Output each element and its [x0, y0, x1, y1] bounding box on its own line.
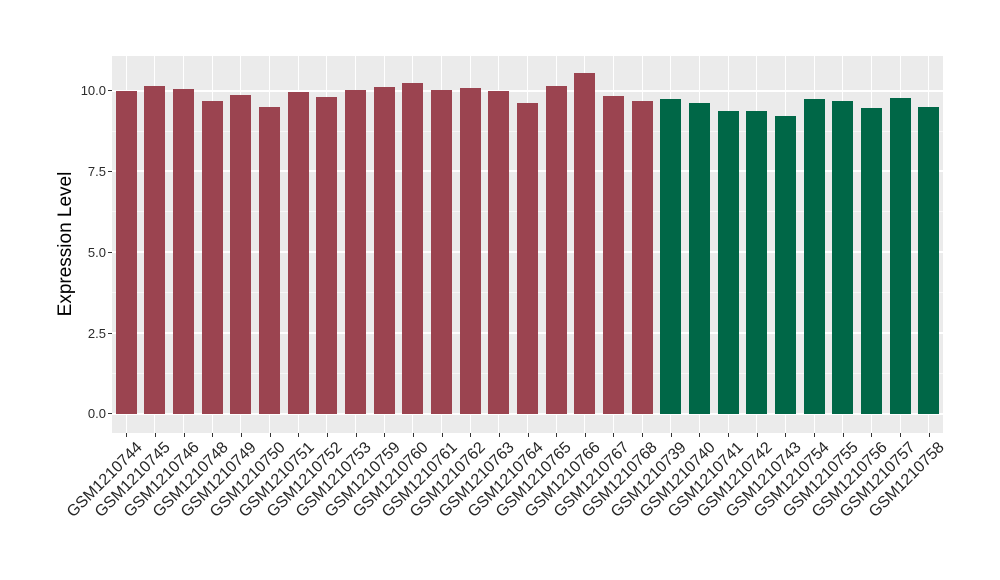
x-tick-mark [412, 433, 414, 437]
bar-GSM1210754 [803, 98, 825, 414]
plot-panel [112, 56, 943, 433]
bar-GSM1210744 [115, 91, 137, 414]
bar-GSM1210753 [345, 89, 367, 414]
y-tick-label: 2.5 [87, 325, 106, 341]
bar-GSM1210763 [488, 91, 510, 414]
x-tick-mark [699, 433, 701, 437]
x-tick-mark [441, 433, 443, 437]
x-tick-mark [842, 433, 844, 437]
y-tick-label: 10.0 [80, 83, 106, 99]
x-tick-mark [584, 433, 586, 437]
x-tick-mark [928, 433, 930, 437]
y-tick-label: 0.0 [87, 406, 106, 422]
x-tick-mark [298, 433, 300, 437]
x-tick-mark [154, 433, 156, 437]
x-tick-mark [269, 433, 271, 437]
bar-GSM1210760 [402, 82, 424, 414]
bar-GSM1210756 [860, 108, 882, 414]
x-tick-mark [384, 433, 386, 437]
x-tick-mark [613, 433, 615, 437]
x-tick-mark [126, 433, 128, 437]
y-tick-mark [108, 413, 112, 415]
x-tick-mark [556, 433, 558, 437]
bar-GSM1210768 [631, 101, 653, 414]
x-tick-mark [183, 433, 185, 437]
bar-GSM1210745 [144, 85, 166, 414]
bar-GSM1210759 [373, 87, 395, 414]
bar-GSM1210743 [774, 116, 796, 414]
x-tick-mark [756, 433, 758, 437]
x-tick-mark [527, 433, 529, 437]
y-tick-label: 5.0 [87, 244, 106, 260]
y-tick-label: 7.5 [87, 163, 106, 179]
bar-GSM1210765 [545, 85, 567, 414]
bar-GSM1210766 [574, 73, 596, 414]
x-tick-mark [470, 433, 472, 437]
y-tick-mark [108, 332, 112, 334]
bar-GSM1210752 [316, 97, 338, 414]
bar-GSM1210746 [173, 88, 195, 414]
x-tick-mark [240, 433, 242, 437]
bar-GSM1210767 [602, 95, 624, 414]
x-tick-mark [871, 433, 873, 437]
y-tick-mark [108, 90, 112, 92]
bar-GSM1210741 [717, 111, 739, 414]
x-tick-mark [326, 433, 328, 437]
x-tick-mark [814, 433, 816, 437]
bar-GSM1210755 [832, 100, 854, 414]
bar-GSM1210757 [889, 97, 911, 414]
x-tick-mark [355, 433, 357, 437]
bar-GSM1210749 [230, 94, 252, 414]
y-tick-mark [108, 251, 112, 253]
bar-GSM1210758 [918, 107, 940, 414]
bar-GSM1210748 [201, 101, 223, 414]
bar-GSM1210750 [259, 107, 281, 414]
bar-GSM1210764 [517, 102, 538, 414]
x-tick-mark [728, 433, 730, 437]
x-tick-mark [642, 433, 644, 437]
x-tick-mark [212, 433, 214, 437]
bar-GSM1210751 [287, 92, 309, 414]
x-tick-mark [670, 433, 672, 437]
x-tick-mark [900, 433, 902, 437]
bar-GSM1210742 [746, 110, 768, 414]
bar-GSM1210761 [431, 89, 453, 414]
bar-GSM1210739 [660, 98, 682, 414]
bar-GSM1210762 [459, 88, 481, 414]
x-tick-mark [785, 433, 787, 437]
bar-GSM1210740 [688, 102, 710, 414]
y-tick-mark [108, 170, 112, 172]
x-tick-mark [498, 433, 500, 437]
